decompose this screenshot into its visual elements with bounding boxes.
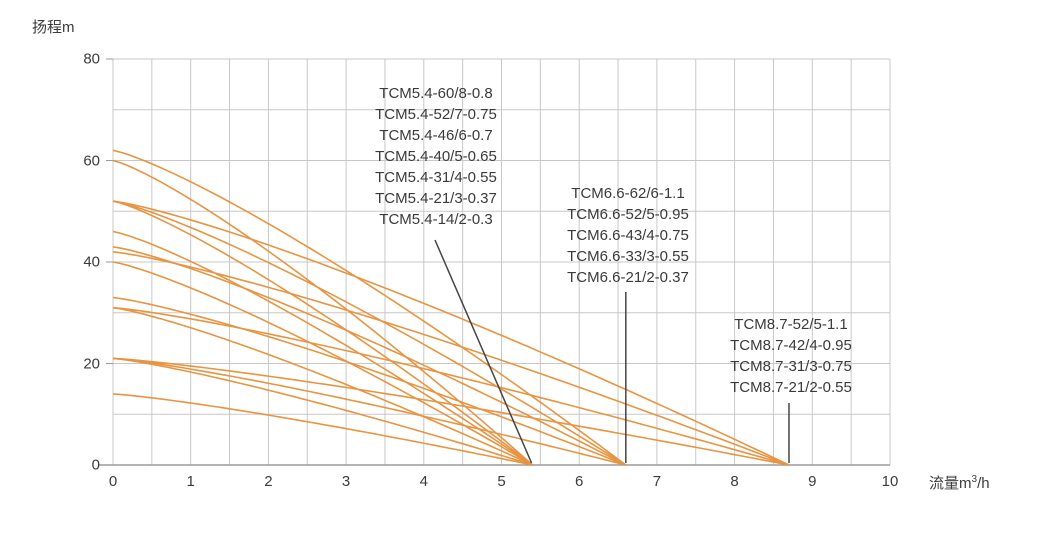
- pump-curve-TCM5.4-46: [112, 230, 534, 466]
- pump-curve-TCM6.6-21: [112, 357, 627, 466]
- x-tick-label-8: 8: [730, 473, 739, 490]
- curve-label: TCM8.7-21/2-0.55: [730, 379, 852, 396]
- x-tick-label-4: 4: [419, 473, 428, 490]
- curve-label: TCM5.4-14/2-0.3: [379, 211, 493, 228]
- pump-curve-TCM5.4-31: [112, 306, 533, 466]
- y-tick-label-40: 40: [83, 253, 100, 271]
- pump-curve-TCM8.7-31: [112, 306, 790, 466]
- curve-label: TCM8.7-52/5-1.1: [734, 316, 848, 333]
- x-axis-title-unit: /h: [977, 475, 990, 492]
- curve-label-block-TCM5.4: TCM5.4-60/8-0.8 TCM5.4-52/7-0.75 TCM5.4-46…: [375, 83, 497, 230]
- y-tick-label-60: 60: [83, 152, 100, 169]
- y-tick-label-0: 0: [91, 456, 100, 474]
- curve-label: TCM8.7-42/4-0.95: [730, 337, 852, 354]
- curve-label: TCM8.7-31/3-0.75: [730, 358, 852, 375]
- x-axis-title: 流量m3/h: [929, 472, 990, 493]
- pump-curve-TCM8.7-21: [112, 357, 790, 466]
- pump-curve-TCM6.6-43: [112, 246, 627, 466]
- x-axis-title-superscript: 3: [971, 474, 978, 485]
- curve-label: TCM6.6-62/6-1.1: [571, 185, 685, 202]
- y-tick-label-20: 20: [83, 355, 100, 372]
- curve-label: TCM6.6-43/4-0.75: [567, 227, 689, 244]
- pump-curve-TCM5.4-21: [112, 357, 533, 466]
- curve-label: TCM5.4-52/7-0.75: [375, 106, 497, 123]
- y-tick-label-80: 80: [83, 50, 100, 68]
- label-pointer-line-TCM5.4: [434, 239, 533, 464]
- curve-label: TCM5.4-60/8-0.8: [379, 85, 493, 102]
- curve-label: TCM6.6-21/2-0.37: [567, 269, 689, 286]
- pump-curve-TCM5.4-14: [112, 393, 533, 466]
- pump-curve-TCM6.6-62: [112, 149, 627, 466]
- x-tick-label-6: 6: [575, 473, 584, 490]
- curve-label: TCM6.6-33/3-0.55: [567, 248, 689, 265]
- x-axis-title-main: 流量m: [929, 475, 972, 492]
- x-tick-label-9: 9: [808, 473, 817, 490]
- x-tick-label-3: 3: [341, 473, 351, 490]
- curve-label: TCM5.4-21/3-0.37: [375, 190, 497, 207]
- x-tick-label-2: 2: [264, 473, 273, 490]
- pump-curve-TCM5.4-60: [112, 159, 534, 466]
- curve-label-block-TCM8.7: TCM8.7-52/5-1.1 TCM8.7-42/4-0.95 TCM8.7-31…: [730, 314, 852, 398]
- x-tick-label-5: 5: [497, 473, 506, 490]
- pump-curve-TCM6.6-52: [112, 200, 627, 466]
- x-tick-label-7: 7: [652, 473, 662, 490]
- x-tick-label-1: 1: [186, 473, 195, 490]
- pump-curve-TCM5.4-52: [112, 200, 534, 466]
- curve-label-block-TCM6.6: TCM6.6-62/6-1.1 TCM6.6-52/5-0.95 TCM6.6-43…: [567, 183, 689, 288]
- curve-label: TCM6.6-52/5-0.95: [567, 206, 689, 223]
- pump-curve-TCM6.6-33: [112, 296, 627, 466]
- curve-label: TCM5.4-31/4-0.55: [375, 169, 497, 186]
- curve-label: TCM5.4-46/6-0.7: [379, 127, 493, 144]
- pump-curve-TCM8.7-42: [112, 251, 790, 466]
- x-tick-label-0: 0: [108, 473, 118, 490]
- x-tick-label-10: 10: [881, 473, 899, 490]
- y-axis-title: 扬程m: [32, 19, 75, 36]
- pump-curve-TCM8.7-52: [112, 200, 790, 466]
- curve-label: TCM5.4-40/5-0.65: [375, 148, 497, 165]
